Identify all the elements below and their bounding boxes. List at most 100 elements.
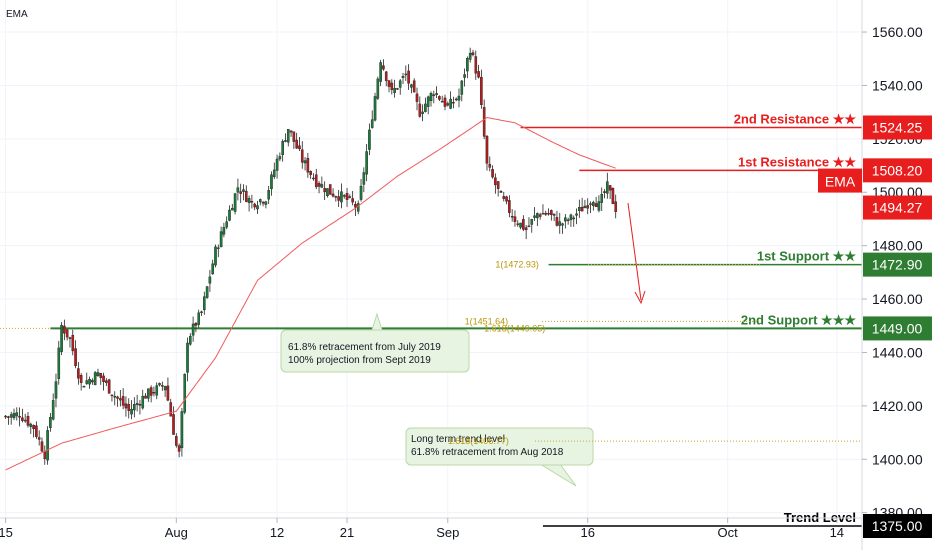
candle-body: [194, 323, 198, 326]
candle-body: [398, 80, 402, 88]
candle-body: [281, 140, 284, 156]
candle-body: [550, 210, 553, 215]
candle-body: [547, 213, 550, 215]
candle-body: [247, 198, 251, 203]
price-axis-label: 1440.00: [872, 344, 923, 360]
candle-body: [426, 96, 430, 107]
candle-body: [466, 57, 469, 72]
candle-body: [342, 195, 346, 197]
candle-body: [396, 88, 399, 90]
candle-body: [317, 183, 321, 187]
annotation-line-4: 61.8% retracement from Aug 2018: [411, 447, 564, 458]
candle-body: [600, 194, 604, 203]
candle-body: [477, 71, 480, 78]
candle-body: [544, 212, 548, 215]
candle-body: [513, 216, 517, 222]
candle-body: [191, 323, 195, 336]
candle-body: [522, 219, 525, 230]
candle-body: [138, 404, 142, 406]
candle-body: [337, 196, 340, 201]
candle-body: [200, 311, 203, 313]
ema-tag: [818, 168, 862, 193]
candle-body: [119, 398, 122, 401]
candle-body: [116, 396, 119, 399]
candle-body: [233, 193, 237, 212]
level-tag-label: 1524.25: [872, 119, 923, 135]
candle-body: [393, 88, 396, 93]
level-label: 1st Support ★★: [757, 249, 856, 264]
level-tag-label: 1449.00: [872, 320, 923, 336]
fib-label: 1.618(1449.05): [484, 323, 545, 333]
candle-body: [65, 329, 69, 338]
candle-body: [225, 221, 228, 228]
candle-body: [552, 213, 556, 216]
candle-body: [561, 223, 564, 226]
candle-body: [32, 425, 35, 430]
price-tags-layer: 1524.25 1508.20 1472.90 1449.00 1375.00 1494.…: [818, 115, 932, 539]
candle-body: [401, 76, 405, 78]
candle-body: [144, 395, 147, 399]
candle-body: [37, 437, 41, 440]
candle-body: [152, 392, 156, 394]
candle-body: [130, 408, 133, 415]
candle-body: [203, 296, 206, 311]
candle-body: [480, 76, 483, 105]
candle-body: [474, 56, 478, 74]
candle-body: [63, 325, 66, 334]
candle-body: [376, 78, 380, 99]
candle-body: [4, 415, 7, 418]
level-tag-label: 1472.90: [872, 257, 923, 273]
candle-body: [597, 201, 601, 211]
candle-body: [93, 372, 97, 386]
candle-body: [306, 157, 310, 173]
candle-body: [230, 208, 234, 211]
candle-body: [331, 193, 335, 197]
candle-body: [18, 415, 21, 418]
candle-body: [435, 93, 438, 95]
candle-body: [592, 201, 595, 207]
level-tag: [863, 514, 932, 539]
level-tag-label: 1508.20: [872, 162, 923, 178]
candle-body: [373, 96, 377, 121]
time-axis-label: 14: [830, 525, 844, 540]
projection-arrow: [627, 202, 646, 305]
candle-body: [519, 222, 522, 228]
candle-body: [253, 203, 256, 208]
candle-body: [40, 441, 44, 452]
candle-body: [407, 70, 410, 84]
candle-body: [468, 52, 472, 60]
annotation-line-2: 100% projection from Sept 2019: [288, 355, 431, 366]
candle-body: [183, 373, 187, 413]
level-tag: [863, 316, 932, 341]
candle-body: [205, 286, 209, 298]
candle-body: [222, 227, 226, 235]
candle-body: [303, 160, 307, 164]
level-tag: [863, 252, 932, 277]
time-axis[interactable]: 15 Aug 12 21 Sep 16 Oct 14: [0, 518, 844, 540]
candle-body: [197, 312, 201, 325]
candle-body: [163, 386, 167, 391]
time-axis-label: 15: [0, 525, 13, 540]
candle-body: [244, 190, 248, 202]
price-axis[interactable]: 1380.001400.001420.001440.001460.001480.…: [862, 24, 923, 521]
candle-body: [133, 404, 136, 411]
candle-body: [432, 94, 436, 96]
candle-body: [390, 82, 394, 91]
time-axis-label: Oct: [718, 525, 739, 540]
candle-body: [446, 103, 450, 106]
candle-body: [368, 129, 371, 150]
candle-body: [611, 188, 615, 205]
candle-body: [82, 386, 86, 388]
candle-body: [175, 436, 178, 446]
candle-body: [471, 52, 475, 56]
fib-labels-layer: 1(1472.93) 1(1451.64)1.618(1449.05) 1.618(…: [448, 260, 862, 446]
candle-body: [177, 445, 181, 452]
candle-body: [460, 80, 464, 95]
candle-body: [415, 93, 419, 102]
candle-body: [457, 95, 461, 101]
candle-body: [71, 335, 75, 352]
candle-body: [387, 80, 391, 87]
current-price-label: 1494.27: [872, 200, 923, 216]
candle-body: [286, 129, 290, 143]
